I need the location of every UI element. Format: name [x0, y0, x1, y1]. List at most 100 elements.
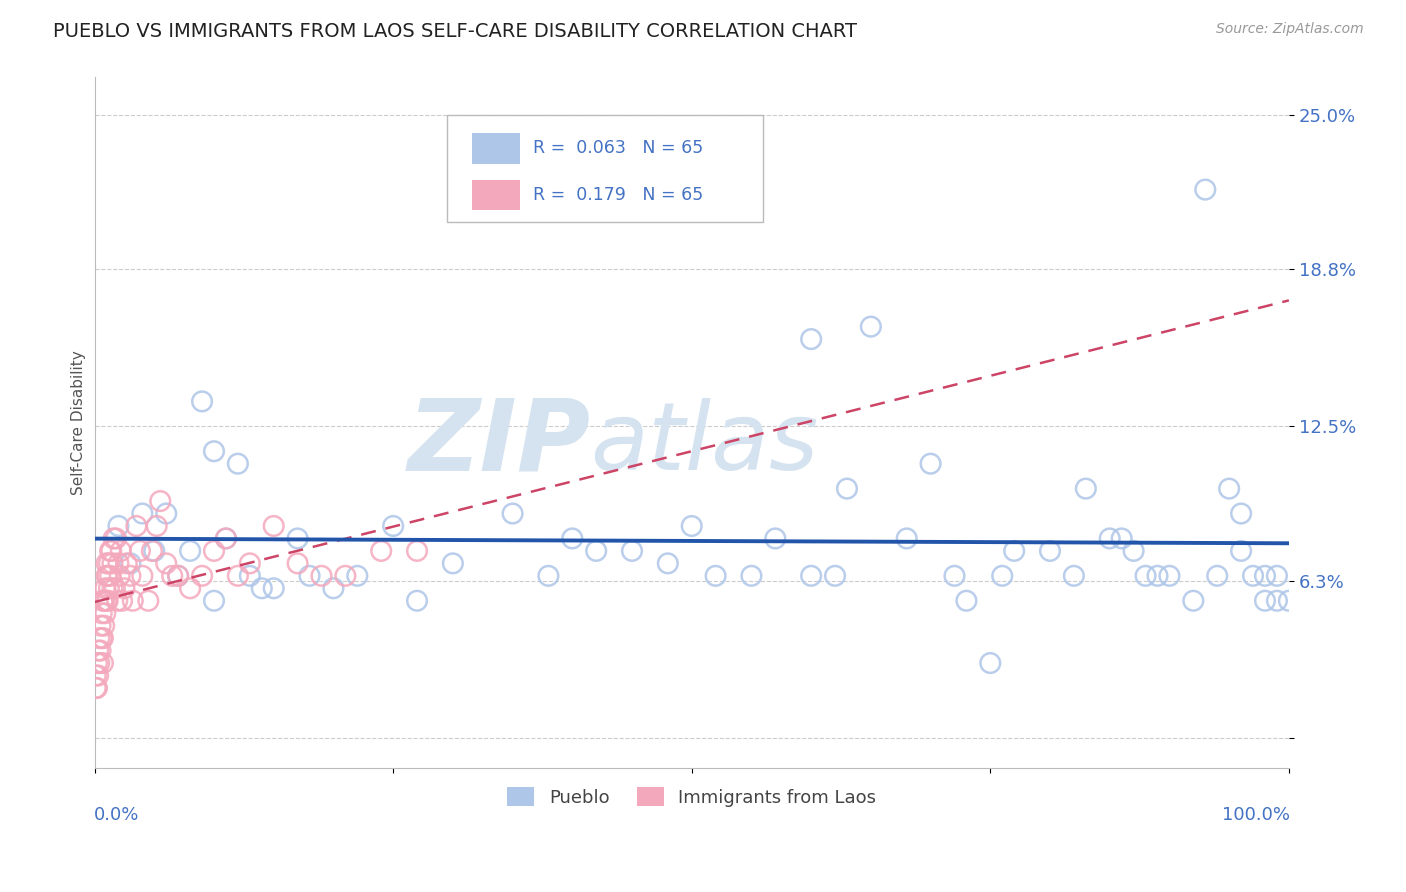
Point	[202, 544, 225, 558]
Point	[104, 582, 127, 596]
Point	[108, 569, 131, 583]
Point	[129, 544, 152, 558]
Point	[101, 582, 124, 596]
Point	[406, 544, 429, 558]
Point	[91, 656, 114, 670]
Point	[90, 606, 112, 620]
Point	[1146, 569, 1168, 583]
Point	[191, 569, 214, 583]
Point	[1230, 507, 1253, 521]
Point	[287, 532, 309, 546]
Point	[89, 631, 111, 645]
Point	[502, 507, 524, 521]
Point	[226, 569, 249, 583]
Point	[1074, 482, 1097, 496]
Point	[167, 569, 190, 583]
Point	[84, 668, 107, 682]
Text: ZIP: ZIP	[408, 395, 591, 491]
Point	[943, 569, 966, 583]
Point	[107, 557, 129, 571]
Point	[1265, 569, 1288, 583]
Point	[103, 532, 125, 546]
Point	[93, 593, 115, 607]
Text: R =  0.179   N = 65: R = 0.179 N = 65	[533, 186, 703, 204]
Point	[1265, 593, 1288, 607]
Point	[1206, 569, 1229, 583]
Point	[112, 582, 135, 596]
Point	[740, 569, 762, 583]
FancyBboxPatch shape	[447, 115, 763, 222]
Point	[287, 557, 309, 571]
Point	[215, 532, 238, 546]
Point	[179, 544, 201, 558]
Point	[125, 519, 148, 533]
Point	[93, 618, 115, 632]
Point	[97, 569, 120, 583]
Point	[955, 593, 977, 607]
Point	[800, 332, 823, 346]
Text: atlas: atlas	[591, 398, 818, 489]
FancyBboxPatch shape	[472, 180, 520, 211]
Text: 0.0%: 0.0%	[93, 805, 139, 823]
Point	[681, 519, 703, 533]
Point	[96, 557, 118, 571]
Point	[84, 681, 107, 695]
Point	[167, 569, 190, 583]
Point	[202, 444, 225, 458]
Point	[91, 631, 114, 645]
Point	[105, 532, 128, 546]
Point	[896, 532, 918, 546]
Point	[155, 557, 177, 571]
Point	[90, 631, 112, 645]
Point	[250, 582, 273, 596]
Point	[94, 606, 117, 620]
Point	[1241, 569, 1264, 583]
Point	[226, 457, 249, 471]
Point	[90, 618, 112, 632]
Point	[263, 582, 285, 596]
Point	[96, 593, 118, 607]
Point	[1002, 544, 1025, 558]
Point	[143, 544, 166, 558]
Point	[704, 569, 727, 583]
Point	[239, 569, 262, 583]
Point	[96, 569, 118, 583]
Point	[98, 544, 121, 558]
Point	[215, 532, 238, 546]
Point	[585, 544, 607, 558]
Point	[120, 557, 142, 571]
Point	[1039, 544, 1062, 558]
Point	[121, 593, 143, 607]
Text: Source: ZipAtlas.com: Source: ZipAtlas.com	[1216, 22, 1364, 37]
Point	[141, 544, 163, 558]
Point	[537, 569, 560, 583]
Point	[120, 569, 142, 583]
Legend: Pueblo, Immigrants from Laos: Pueblo, Immigrants from Laos	[501, 780, 883, 814]
Text: 100.0%: 100.0%	[1222, 805, 1291, 823]
Text: R =  0.063   N = 65: R = 0.063 N = 65	[533, 139, 703, 157]
Point	[86, 656, 108, 670]
Point	[191, 394, 214, 409]
Point	[1254, 593, 1277, 607]
Point	[94, 582, 117, 596]
Point	[115, 557, 138, 571]
Point	[621, 544, 644, 558]
Point	[561, 532, 583, 546]
Point	[86, 681, 108, 695]
Point	[1254, 569, 1277, 583]
Point	[835, 482, 858, 496]
Point	[406, 593, 429, 607]
Point	[1159, 569, 1181, 583]
Point	[131, 569, 153, 583]
Point	[239, 557, 262, 571]
Point	[87, 668, 110, 682]
Point	[97, 582, 120, 596]
Point	[370, 544, 392, 558]
Point	[91, 593, 114, 607]
Point	[160, 569, 183, 583]
Y-axis label: Self-Care Disability: Self-Care Disability	[72, 351, 86, 495]
Point	[111, 593, 134, 607]
Point	[107, 519, 129, 533]
Point	[346, 569, 368, 583]
Point	[322, 582, 344, 596]
